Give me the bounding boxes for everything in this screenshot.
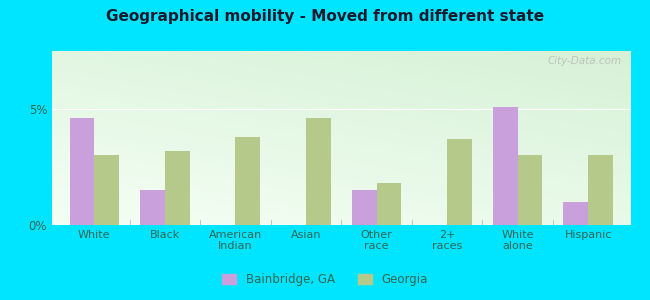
Bar [70,118,94,225]
Bar [140,190,165,225]
Bar [352,190,376,225]
Legend: Bainbridge, GA, Georgia: Bainbridge, GA, Georgia [217,269,433,291]
Bar [306,118,331,225]
Bar [447,139,472,225]
Bar [235,137,260,225]
Text: City-Data.com: City-Data.com [548,56,622,66]
Bar [376,183,401,225]
Bar [165,151,190,225]
Text: Geographical mobility - Moved from different state: Geographical mobility - Moved from diffe… [106,9,544,24]
Bar [493,107,517,225]
Bar [94,155,119,225]
Bar [517,155,542,225]
Bar [564,202,588,225]
Bar [588,155,613,225]
